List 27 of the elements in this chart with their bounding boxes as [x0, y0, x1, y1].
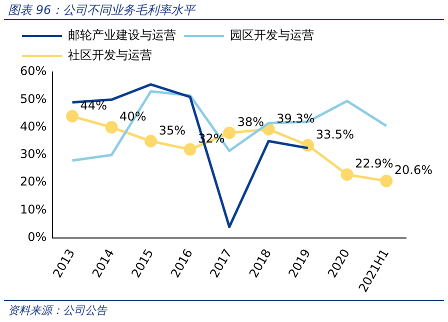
legend-label: 社区开发与运营	[68, 48, 152, 62]
legend-label: 邮轮产业建设与运营	[68, 28, 176, 42]
data-label: 22.9%	[355, 156, 394, 171]
y-tick-label: 60%	[20, 64, 47, 78]
data-label: 40%	[120, 109, 146, 124]
point	[144, 134, 158, 148]
y-tick-label: 30%	[20, 147, 47, 162]
point	[340, 168, 354, 181]
legend-label: 园区开发与运营	[230, 28, 314, 42]
y-tick-label: 40%	[20, 119, 47, 134]
data-label: 35%	[158, 123, 186, 138]
y-tick-label: 20%	[20, 174, 47, 189]
point	[66, 110, 79, 122]
point	[380, 174, 393, 188]
data-label: 33.5%	[316, 127, 354, 142]
y-tick-label: 50%	[20, 92, 47, 106]
chart-title: 图表 96：公司不同业务毛利率水平	[8, 2, 196, 19]
data-label: 38%	[237, 114, 264, 129]
data-label: 39.3%	[276, 111, 315, 126]
y-tick-label: 0%	[28, 230, 47, 244]
data-label: 44%	[80, 98, 107, 112]
point	[223, 126, 236, 140]
point	[105, 121, 118, 134]
y-tick-label: 10%	[20, 202, 47, 216]
text: 资料来源：公司公告	[8, 303, 107, 318]
point	[184, 143, 196, 156]
data-label: 20.6%	[394, 163, 432, 178]
